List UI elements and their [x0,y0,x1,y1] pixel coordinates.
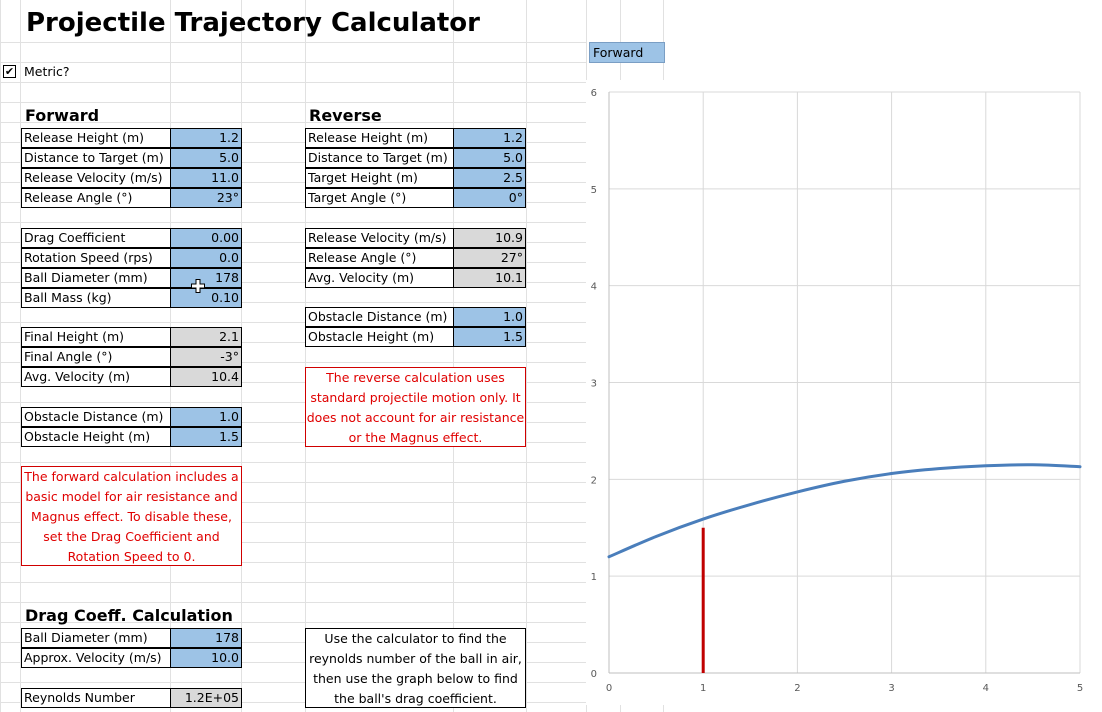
field-label: Release Height (m) [21,128,171,148]
output-cell: 2.1 [170,327,242,347]
input-cell[interactable]: 0.0 [170,248,242,268]
drag-note-line: reynolds number of the ball in air, [309,651,522,666]
field-label: Final Angle (°) [21,347,171,367]
trajectory-line [607,463,1082,559]
input-cell[interactable]: 11.0 [170,168,242,188]
reverse-heading: Reverse [309,106,382,125]
input-cell[interactable]: 1.0 [453,307,526,327]
forward-heading: Forward [25,106,100,125]
input-cell[interactable]: 178 [170,628,242,648]
field-label: Release Height (m) [305,128,454,148]
output-cell: 10.4 [170,367,242,387]
trajectory-chart[interactable]: 0 1 2 3 4 5 6 0 1 2 3 4 5 [586,80,1098,705]
field-label: Obstacle Height (m) [21,427,171,447]
input-cell[interactable]: 1.2 [170,128,242,148]
input-cell[interactable]: 5.0 [453,148,526,168]
drag-note-line: Use the calculator to find the [324,631,507,646]
chart-title-cell[interactable]: Forward [589,42,665,63]
reverse-note-line: does not account for air resistance [306,410,525,425]
y-tick-label: 6 [591,88,597,99]
y-tick-label: 5 [591,185,597,196]
drag-note-line: then use the graph below to find [313,671,518,686]
output-cell: 10.9 [453,228,526,248]
forward-note-line: The forward calculation includes a [24,469,239,484]
input-cell[interactable]: 0.10 [170,288,242,308]
field-label: Release Angle (°) [305,248,454,268]
input-cell[interactable]: 0° [453,188,526,208]
y-tick-label: 1 [591,572,597,583]
reverse-note-line: or the Magnus effect. [348,430,483,445]
y-tick-label: 4 [591,282,597,293]
field-label: Release Velocity (m/s) [305,228,454,248]
field-label: Distance to Target (m) [305,148,454,168]
y-tick-label: 3 [591,379,597,390]
forward-note-line: basic model for air resistance and [25,489,238,504]
output-cell: -3° [170,347,242,367]
input-cell[interactable]: 1.5 [453,327,526,347]
reverse-note: The reverse calculation uses standard pr… [305,367,526,447]
y-tick-label: 2 [591,475,597,486]
forward-note-line: Magnus effect. To disable these, [31,509,232,524]
input-cell[interactable]: 178 [170,268,242,288]
forward-note: The forward calculation includes a basic… [21,466,242,566]
page-title: Projectile Trajectory Calculator [26,8,480,38]
x-tick-label: 5 [1077,683,1083,694]
field-label: Target Angle (°) [305,188,454,208]
chart-background [586,80,1098,705]
field-label: Reynolds Number [21,688,171,708]
input-cell[interactable]: 2.5 [453,168,526,188]
input-cell[interactable]: 1.2 [453,128,526,148]
field-label: Obstacle Height (m) [305,327,454,347]
input-cell[interactable]: 23° [170,188,242,208]
field-label: Drag Coefficient [21,228,171,248]
x-tick-label: 2 [794,683,800,694]
field-label: Ball Mass (kg) [21,288,171,308]
forward-note-line: set the Drag Coefficient and [43,529,220,544]
x-tick-label: 4 [983,683,989,694]
input-cell[interactable]: 1.0 [170,407,242,427]
input-cell[interactable]: 10.0 [170,648,242,668]
x-tick-label: 1 [700,683,706,694]
x-tick-label: 3 [888,683,894,694]
field-label: Final Height (m) [21,327,171,347]
field-label: Release Angle (°) [21,188,171,208]
reverse-note-line: The reverse calculation uses [326,370,505,385]
field-label: Distance to Target (m) [21,148,171,168]
input-cell[interactable]: 5.0 [170,148,242,168]
output-cell: 1.2E+05 [170,688,242,708]
drag-note-line: the ball's drag coefficient. [334,691,497,706]
field-label: Avg. Velocity (m) [21,367,171,387]
input-cell[interactable]: 1.5 [170,427,242,447]
metric-checkbox[interactable]: ✔ [3,65,16,78]
field-label: Target Height (m) [305,168,454,188]
forward-note-line: Rotation Speed to 0. [67,549,196,564]
output-cell: 10.1 [453,268,526,288]
drag-note: Use the calculator to find the reynolds … [305,628,526,708]
field-label: Release Velocity (m/s) [21,168,171,188]
drag-heading: Drag Coeff. Calculation [25,606,233,625]
field-label: Ball Diameter (mm) [21,268,171,288]
field-label: Avg. Velocity (m) [305,268,454,288]
field-label: Obstacle Distance (m) [305,307,454,327]
input-cell[interactable]: 0.00 [170,228,242,248]
y-tick-label: 0 [591,669,597,680]
reverse-note-line: standard projectile motion only. It [310,390,521,405]
metric-checkbox-label: Metric? [24,64,70,79]
field-label: Ball Diameter (mm) [21,628,171,648]
x-tick-label: 0 [606,683,612,694]
field-label: Rotation Speed (rps) [21,248,171,268]
output-cell: 27° [453,248,526,268]
field-label: Obstacle Distance (m) [21,407,171,427]
check-icon: ✔ [4,65,15,78]
cell-cursor-icon [191,279,205,293]
field-label: Approx. Velocity (m/s) [21,648,171,668]
